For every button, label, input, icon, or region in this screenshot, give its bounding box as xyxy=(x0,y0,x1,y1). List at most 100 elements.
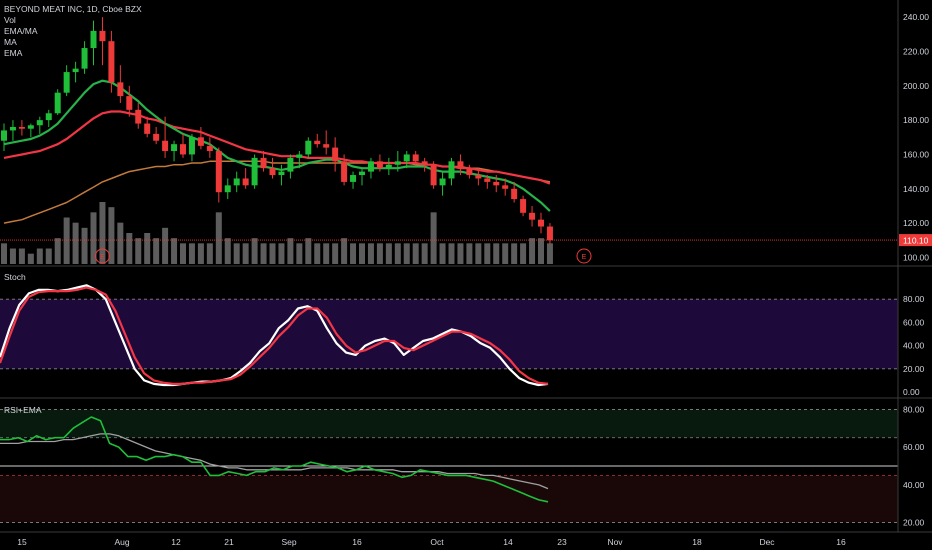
candle-body xyxy=(385,164,392,169)
candle-body xyxy=(546,226,553,241)
candle-body xyxy=(359,171,365,176)
last-price-label: 110.10 xyxy=(903,236,929,246)
candle-body xyxy=(350,175,357,182)
volume-bar xyxy=(493,243,500,264)
time-tick-label: 18 xyxy=(692,537,702,547)
stoch-d-line xyxy=(0,286,549,385)
volume-bar xyxy=(350,243,357,264)
candle-body xyxy=(81,48,88,69)
volume-bar xyxy=(171,238,178,264)
candle-body xyxy=(215,151,222,193)
volume-bar xyxy=(9,248,16,264)
candle-body xyxy=(367,161,374,172)
candle-body xyxy=(269,168,276,176)
candle-body xyxy=(36,120,43,126)
price-tick-label: 160.00 xyxy=(903,149,929,159)
volume-bar xyxy=(144,233,151,264)
candle-body xyxy=(1,130,7,141)
volume-bar xyxy=(403,243,410,264)
stoch-k-line xyxy=(0,284,549,387)
volume-bar xyxy=(27,253,34,264)
candle-body xyxy=(126,96,133,110)
legend-vol[interactable]: Vol xyxy=(4,15,16,25)
time-tick-label: Nov xyxy=(607,537,623,547)
candle-body xyxy=(332,147,339,162)
candle-body xyxy=(197,137,204,146)
candle-body xyxy=(117,82,124,97)
volume-bar xyxy=(206,243,213,264)
candle-body xyxy=(448,161,455,179)
volume-bar xyxy=(341,238,348,264)
last-price-badge xyxy=(899,234,932,247)
volume-bar xyxy=(430,212,437,264)
volume-bar xyxy=(484,243,491,264)
candle-body xyxy=(484,178,491,182)
volume-bar xyxy=(1,243,7,264)
candle-body xyxy=(323,144,330,148)
rsi-line xyxy=(0,416,549,503)
volume-bar xyxy=(457,243,464,264)
time-tick-label: 12 xyxy=(171,537,181,547)
candle-body xyxy=(162,140,169,152)
candle-body xyxy=(376,161,383,169)
candle-body xyxy=(296,154,303,158)
rsi-tick-label: 60.00 xyxy=(903,442,925,452)
candle-body xyxy=(260,157,267,169)
price-tick-label: 220.00 xyxy=(903,46,929,56)
volume-bar xyxy=(108,207,115,264)
volume-bar xyxy=(439,243,446,264)
candle-body xyxy=(529,212,536,220)
volume-bar xyxy=(359,243,365,264)
volume-bar xyxy=(224,238,231,264)
rsi-pane[interactable] xyxy=(0,409,898,523)
stoch-pane[interactable] xyxy=(0,284,898,387)
volume-bar xyxy=(305,238,312,264)
price-tick-label: 180.00 xyxy=(903,115,929,125)
price-tick-label: 140.00 xyxy=(903,184,929,194)
candle-body xyxy=(412,154,419,162)
stoch-label[interactable]: Stoch xyxy=(4,272,26,282)
candle-body xyxy=(341,161,348,182)
candle-body xyxy=(63,72,70,93)
candle-body xyxy=(9,126,16,131)
volume-bar xyxy=(385,243,392,264)
symbol-title[interactable]: BEYOND MEAT INC, 1D, Cboe BZX xyxy=(4,4,142,14)
volume-bar xyxy=(18,248,25,264)
volume-bar xyxy=(153,238,160,264)
volume-bar xyxy=(99,202,106,264)
candle-body xyxy=(475,175,482,179)
candle-body xyxy=(54,92,61,114)
volume-bar xyxy=(233,243,240,264)
candle-body xyxy=(502,185,509,189)
legend-ma[interactable]: MA xyxy=(4,37,17,47)
candle-body xyxy=(403,154,410,162)
volume-bar xyxy=(466,243,473,264)
candle-body xyxy=(251,157,258,186)
candle-body xyxy=(27,125,34,129)
candle-body xyxy=(135,109,142,124)
legend-ema[interactable]: EMA xyxy=(4,48,23,58)
candle-body xyxy=(144,123,151,134)
candle-body xyxy=(520,199,527,213)
candle-body xyxy=(153,133,160,141)
candle-body xyxy=(188,137,195,155)
rsi-label[interactable]: RSI+EMA xyxy=(4,405,42,415)
volume-bar xyxy=(502,243,509,264)
candle-body xyxy=(206,145,213,152)
price-tick-label: 120.00 xyxy=(903,218,929,228)
volume-bar xyxy=(197,243,204,264)
volume-bar xyxy=(448,243,455,264)
volume-bar xyxy=(81,227,88,264)
time-tick-label: 16 xyxy=(836,537,846,547)
candle-body xyxy=(439,178,446,186)
earnings-marker-label: E xyxy=(100,254,105,261)
legend-ema-ma[interactable]: EMA/MA xyxy=(4,26,38,36)
time-tick-label: 23 xyxy=(557,537,567,547)
volume-bar xyxy=(278,243,285,264)
candle-body xyxy=(99,30,106,42)
volume-bar xyxy=(269,243,276,264)
time-tick-label: 16 xyxy=(352,537,362,547)
